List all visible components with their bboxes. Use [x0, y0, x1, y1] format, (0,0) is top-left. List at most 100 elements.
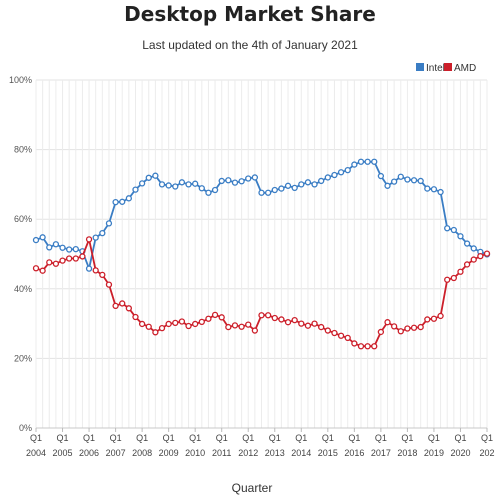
data-point-amd[interactable] — [463, 261, 471, 268]
data-point-amd[interactable] — [105, 281, 113, 288]
data-point-intel[interactable] — [258, 189, 265, 196]
data-point-intel[interactable] — [457, 233, 464, 240]
data-point-amd[interactable] — [357, 343, 365, 350]
data-point-amd[interactable] — [351, 340, 358, 347]
data-point-amd[interactable] — [450, 274, 457, 282]
data-point-amd[interactable] — [192, 320, 199, 328]
data-point-intel[interactable] — [238, 178, 245, 185]
data-point-intel[interactable] — [85, 265, 93, 272]
data-point-amd[interactable] — [152, 329, 159, 336]
data-point-intel[interactable] — [105, 220, 113, 227]
data-point-amd[interactable] — [138, 320, 146, 328]
data-point-intel[interactable] — [119, 198, 126, 205]
data-point-intel[interactable] — [132, 186, 139, 193]
data-point-amd[interactable] — [119, 300, 126, 307]
data-point-intel[interactable] — [125, 195, 133, 202]
data-point-amd[interactable] — [324, 327, 331, 334]
data-point-amd[interactable] — [298, 320, 305, 327]
data-point-amd[interactable] — [404, 325, 411, 332]
data-point-intel[interactable] — [470, 245, 477, 252]
data-point-amd[interactable] — [337, 332, 345, 339]
data-point-amd[interactable] — [132, 313, 139, 321]
data-point-amd[interactable] — [477, 252, 484, 260]
data-point-intel[interactable] — [72, 245, 79, 253]
data-point-intel[interactable] — [437, 188, 444, 196]
data-point-amd[interactable] — [245, 321, 252, 328]
data-point-amd[interactable] — [85, 236, 93, 243]
data-point-intel[interactable] — [424, 185, 431, 192]
data-point-intel[interactable] — [52, 241, 60, 248]
data-point-amd[interactable] — [125, 305, 133, 312]
data-point-intel[interactable] — [304, 179, 312, 186]
data-point-amd[interactable] — [258, 312, 265, 319]
data-point-intel[interactable] — [404, 176, 411, 183]
data-point-intel[interactable] — [284, 182, 292, 189]
data-point-intel[interactable] — [377, 172, 385, 180]
data-point-amd[interactable] — [79, 253, 86, 260]
data-point-intel[interactable] — [278, 185, 285, 192]
data-point-intel[interactable] — [198, 185, 205, 192]
data-point-intel[interactable] — [384, 182, 391, 189]
data-point-amd[interactable] — [145, 323, 152, 330]
data-point-intel[interactable] — [231, 179, 239, 186]
data-point-amd[interactable] — [410, 324, 418, 331]
data-point-amd[interactable] — [39, 267, 46, 274]
data-point-amd[interactable] — [198, 318, 205, 326]
data-point-intel[interactable] — [324, 174, 331, 181]
data-point-intel[interactable] — [39, 234, 46, 241]
data-point-amd[interactable] — [344, 334, 351, 342]
data-point-amd[interactable] — [470, 256, 477, 263]
data-point-intel[interactable] — [66, 246, 73, 253]
data-point-amd[interactable] — [278, 316, 285, 323]
data-point-amd[interactable] — [112, 302, 119, 310]
data-point-amd[interactable] — [32, 265, 40, 272]
data-point-amd[interactable] — [165, 320, 172, 328]
data-point-intel[interactable] — [357, 158, 365, 165]
data-point-amd[interactable] — [238, 323, 245, 330]
data-point-amd[interactable] — [417, 323, 424, 331]
data-point-intel[interactable] — [450, 226, 457, 234]
data-point-amd[interactable] — [158, 324, 166, 332]
data-point-intel[interactable] — [463, 240, 471, 247]
data-point-intel[interactable] — [430, 186, 438, 193]
data-point-intel[interactable] — [271, 186, 278, 194]
data-point-amd[interactable] — [377, 328, 385, 336]
data-point-amd[interactable] — [99, 271, 106, 279]
data-point-amd[interactable] — [211, 311, 219, 319]
data-point-intel[interactable] — [205, 189, 212, 196]
data-point-intel[interactable] — [46, 244, 53, 251]
data-point-intel[interactable] — [138, 180, 146, 187]
data-point-intel[interactable] — [264, 189, 272, 196]
data-point-amd[interactable] — [46, 259, 53, 266]
data-point-intel[interactable] — [218, 177, 225, 185]
data-point-amd[interactable] — [59, 257, 66, 264]
data-point-amd[interactable] — [52, 260, 60, 267]
data-point-intel[interactable] — [410, 177, 418, 184]
data-point-intel[interactable] — [32, 236, 40, 244]
data-point-intel[interactable] — [298, 181, 305, 188]
data-point-intel[interactable] — [371, 158, 378, 165]
data-point-amd[interactable] — [437, 312, 444, 320]
data-point-intel[interactable] — [178, 179, 186, 186]
data-point-amd[interactable] — [331, 329, 338, 337]
data-point-intel[interactable] — [92, 234, 99, 241]
data-point-amd[interactable] — [178, 318, 186, 325]
data-point-intel[interactable] — [112, 198, 119, 206]
data-point-intel[interactable] — [337, 169, 345, 176]
data-point-intel[interactable] — [145, 174, 152, 181]
data-point-amd[interactable] — [218, 314, 225, 321]
data-point-amd[interactable] — [371, 343, 378, 350]
data-point-intel[interactable] — [152, 172, 159, 179]
data-point-intel[interactable] — [211, 186, 219, 194]
data-point-intel[interactable] — [397, 173, 404, 180]
data-point-amd[interactable] — [304, 322, 312, 329]
data-point-amd[interactable] — [364, 343, 371, 350]
data-point-amd[interactable] — [72, 255, 79, 262]
data-point-amd[interactable] — [483, 250, 491, 257]
data-point-intel[interactable] — [245, 175, 252, 182]
data-point-amd[interactable] — [390, 323, 398, 330]
data-point-intel[interactable] — [291, 184, 298, 192]
data-point-amd[interactable] — [225, 323, 232, 331]
data-point-intel[interactable] — [251, 174, 259, 181]
data-point-amd[interactable] — [66, 255, 73, 262]
